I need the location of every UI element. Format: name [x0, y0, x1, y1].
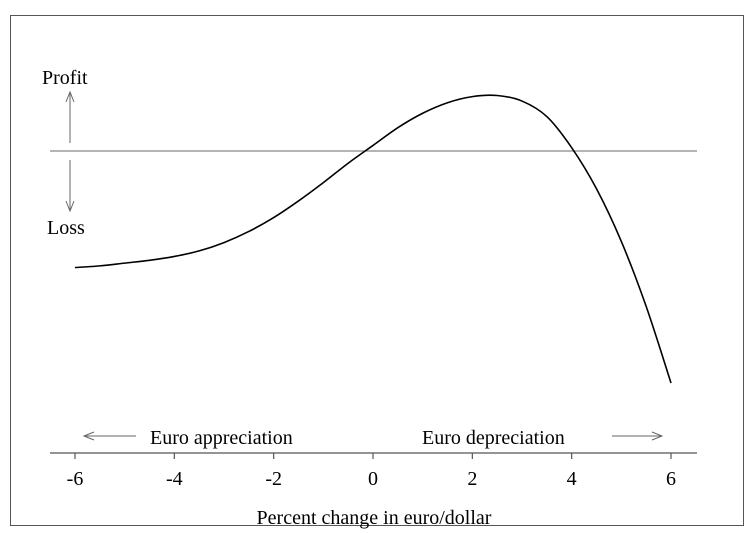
appreciation-arrow — [82, 431, 136, 441]
loss-label: Loss — [47, 217, 85, 239]
depreciation-arrow — [612, 431, 664, 441]
x-tick-label: 2 — [467, 468, 477, 490]
x-axis-ticks: -6 -4 -2 0 2 4 6 — [67, 453, 676, 490]
x-tick-label: -4 — [166, 468, 183, 490]
x-tick-label: 0 — [368, 468, 378, 490]
x-tick-label: -6 — [67, 468, 84, 490]
x-axis-title: Percent change in euro/dollar — [257, 507, 492, 529]
euro-appreciation-label: Euro appreciation — [150, 427, 293, 449]
x-tick-label: -2 — [265, 468, 282, 490]
loss-arrow — [65, 160, 75, 213]
profit-label: Profit — [42, 67, 88, 89]
euro-depreciation-label: Euro depreciation — [422, 427, 565, 449]
x-tick-label: 4 — [567, 468, 577, 490]
chart-frame — [10, 15, 744, 526]
profit-loss-curve — [74, 94, 672, 384]
x-tick-label: 6 — [666, 468, 676, 490]
profit-arrow — [65, 90, 75, 143]
